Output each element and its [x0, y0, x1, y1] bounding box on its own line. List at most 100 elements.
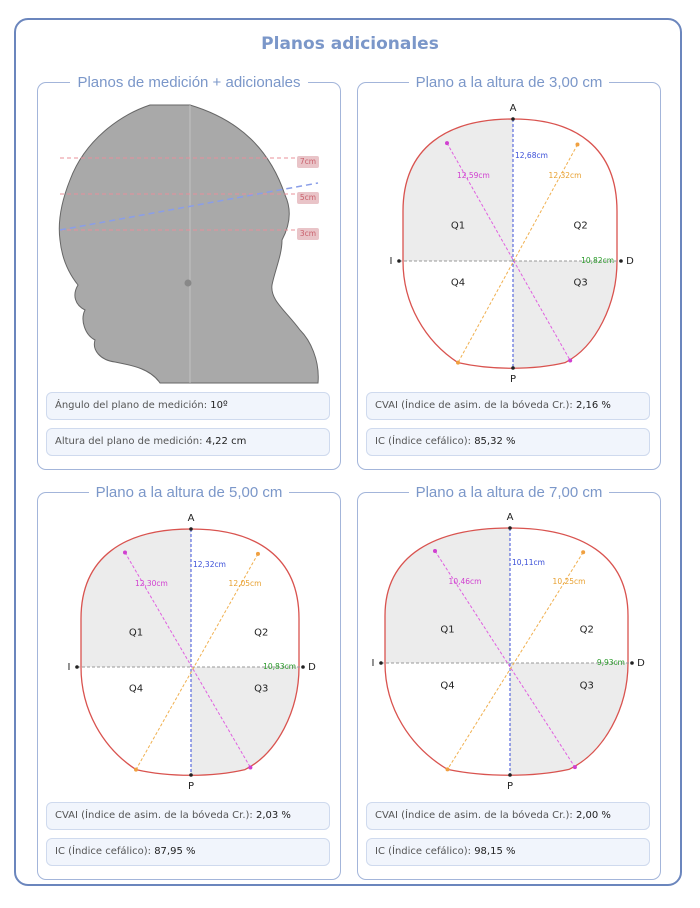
dot: [189, 527, 193, 531]
quadrant-label: Q1: [440, 624, 454, 635]
quadrant-label: Q2: [573, 221, 587, 232]
panel-title: Plano a la altura de 3,00 cm: [408, 74, 610, 91]
page-title: Planos adicionales: [261, 34, 439, 54]
info-field: IC (Índice cefálico): 98,15 %: [366, 838, 650, 866]
info-field: Altura del plano de medición: 4,22 cm: [46, 428, 330, 456]
panel-title: Plano a la altura de 7,00 cm: [408, 484, 610, 501]
dot: [575, 142, 580, 147]
field-label: CVAI (Índice de asim. de la bóveda Cr.):: [375, 810, 573, 821]
diagonal-orange: [447, 552, 584, 770]
head-silhouette: [58, 104, 319, 384]
panel-legend: Plano a la altura de 3,00 cm: [358, 72, 660, 91]
info-field: IC (Índice cefálico): 85,32 %: [366, 428, 650, 456]
quadrant-label: Q4: [451, 277, 465, 288]
panel-legend: Plano a la altura de 7,00 cm: [358, 482, 660, 501]
panel: Plano a la altura de 7,00 cm CVAI (Índice…: [357, 484, 661, 880]
dot: [134, 767, 138, 772]
point-label: A: [188, 513, 195, 524]
dot: [572, 765, 577, 770]
quadrant-label: Q1: [451, 221, 465, 232]
dot: [456, 360, 460, 365]
ear-point: [184, 279, 192, 287]
field-label: IC (Índice cefálico):: [55, 846, 151, 857]
point-label: I: [390, 256, 393, 267]
point-label: P: [188, 781, 194, 792]
dot: [379, 661, 383, 665]
dot: [397, 259, 401, 263]
dot: [123, 550, 127, 555]
point-label: P: [507, 781, 513, 792]
field-label: CVAI (Índice de asim. de la bóveda Cr.):: [55, 810, 253, 821]
measurement-label: 12,05cm: [229, 579, 262, 588]
field-value: 98,15 %: [474, 846, 516, 857]
measurement-label: 9,93cm: [597, 658, 625, 667]
field-value: 2,16 %: [575, 400, 611, 411]
diagonal-orange: [457, 144, 578, 363]
field-label: Altura del plano de medición:: [55, 436, 203, 447]
point-label: A: [510, 103, 517, 114]
dot: [255, 551, 260, 556]
quadrant-label: Q4: [129, 684, 143, 695]
dot: [75, 665, 79, 669]
info-field: CVAI (Índice de asim. de la bóveda Cr.):…: [366, 392, 650, 420]
measurement-label: 12,32cm: [193, 560, 226, 569]
field-value: 2,03 %: [255, 810, 291, 821]
measurement-label: 12,68cm: [515, 151, 548, 160]
field-label: IC (Índice cefálico):: [375, 436, 471, 447]
measurement-label: 10,83cm: [263, 662, 296, 671]
field-value: 10º: [210, 400, 228, 411]
panel-title: Planos de medición + adicionales: [70, 74, 308, 91]
dot: [630, 661, 634, 665]
point-label: P: [510, 374, 516, 385]
panel-legend: Planos de medición + adicionales: [38, 72, 340, 91]
panel: Plano a la altura de 5,00 cm CVAI (Índice…: [37, 484, 341, 880]
dot: [248, 765, 253, 770]
measurement-label: 10,25cm: [553, 577, 586, 586]
info-field: IC (Índice cefálico): 87,95 %: [46, 838, 330, 866]
marker-box: [297, 228, 319, 240]
marker-box: [297, 156, 319, 168]
panel-title: Plano a la altura de 5,00 cm: [88, 484, 290, 501]
measurement-label: 10,11cm: [512, 558, 545, 567]
measurement-label: 10,82cm: [581, 256, 614, 265]
measurement-label: 12,59cm: [457, 171, 490, 180]
field-value: 87,95 %: [154, 846, 196, 857]
quadrant-label: Q3: [254, 684, 268, 695]
point-label: I: [372, 658, 375, 669]
point-label: D: [308, 662, 316, 673]
panel: Plano a la altura de 3,00 cm CVAI (Índice…: [357, 74, 661, 470]
dot: [508, 773, 512, 777]
diagonal-magenta: [446, 142, 571, 361]
dot: [581, 550, 586, 555]
quadrant-label: Q1: [129, 628, 143, 639]
dot: [445, 141, 449, 146]
dot: [511, 117, 515, 121]
info-field: CVAI (Índice de asim. de la bóveda Cr.):…: [46, 802, 330, 830]
field-label: Ángulo del plano de medición:: [55, 400, 208, 411]
quadrant-label: Q3: [573, 277, 587, 288]
point-label: I: [68, 662, 71, 673]
panel: Planos de medición + adicionales Ángulo d…: [37, 74, 341, 470]
dot: [433, 548, 437, 553]
quadrant-label: Q2: [580, 624, 594, 635]
marker-label: 3cm: [300, 229, 316, 238]
dot: [508, 526, 512, 530]
quadrant-label: Q2: [254, 628, 268, 639]
diagonal-magenta: [434, 550, 576, 768]
point-label: D: [626, 256, 634, 267]
diagonal-orange: [135, 553, 259, 770]
diagonal-magenta: [124, 552, 251, 768]
point-label: A: [507, 512, 514, 523]
dot: [619, 259, 623, 263]
info-field: CVAI (Índice de asim. de la bóveda Cr.):…: [366, 802, 650, 830]
quadrant-label: Q4: [440, 680, 454, 691]
marker-box: [297, 192, 319, 204]
measurement-label: 12,32cm: [549, 171, 582, 180]
panel-legend: Plano a la altura de 5,00 cm: [38, 482, 340, 501]
field-value: 85,32 %: [474, 436, 516, 447]
marker-label: 7cm: [300, 157, 316, 166]
dot: [445, 767, 450, 772]
skull-diagram: A P I D Q1 Q2 Q3 Q4 12,32cm 12,30cm 12,05cm 10,83cm: [68, 513, 317, 792]
